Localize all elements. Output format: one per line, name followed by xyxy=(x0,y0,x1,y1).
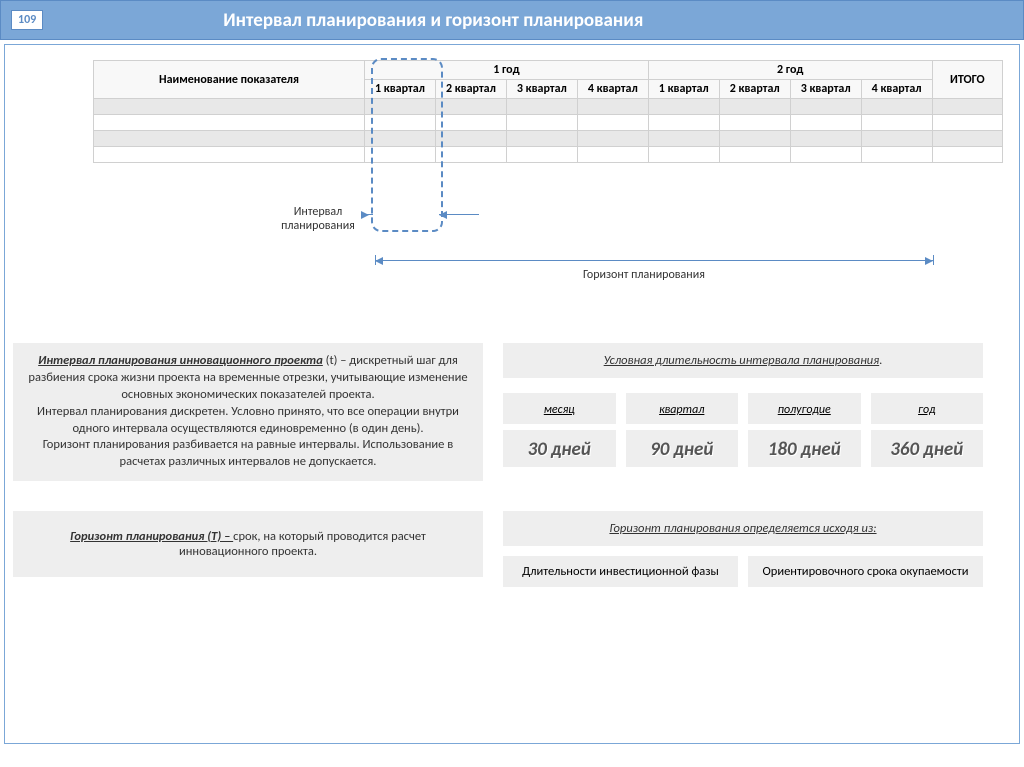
interval-annotation-label: Интервал планирования xyxy=(273,205,363,234)
factor-1: Длительности инвестиционной фазы xyxy=(503,556,738,587)
horizon-tick-right xyxy=(933,255,934,265)
duration-title: Условная длительность интервала планиров… xyxy=(604,353,880,368)
col-year1: 1 год xyxy=(364,61,648,80)
horizon-factors-title-box: Горизонт планирования определяется исход… xyxy=(503,511,983,546)
info-row-1: Интервал планирования инновационного про… xyxy=(13,343,1011,481)
col-y2q2: 2 квартал xyxy=(719,80,790,99)
slide-content: Наименование показателя 1 год 2 год ИТОГ… xyxy=(4,44,1020,744)
interval-arrow-left-head xyxy=(361,211,369,219)
duration-col: Условная длительность интервала планиров… xyxy=(503,343,983,481)
interval-definition-box: Интервал планирования инновационного про… xyxy=(13,343,483,481)
dur-label-3: год xyxy=(871,393,984,424)
info-row-2: Горизонт планирования (T) – срок, на кот… xyxy=(13,511,1011,587)
col-name: Наименование показателя xyxy=(94,61,365,99)
col-y1q1: 1 квартал xyxy=(364,80,435,99)
interval-def-text2: Интервал планирования дискретен. Условно… xyxy=(37,404,459,436)
slide-title: Интервал планирования и горизонт планиро… xyxy=(223,9,643,32)
interval-definition-col: Интервал планирования инновационного про… xyxy=(13,343,483,481)
dur-val-1: 90 дней xyxy=(626,430,739,467)
slide-header: 109 Интервал планирования и горизонт пла… xyxy=(0,0,1024,40)
dur-val-0: 30 дней xyxy=(503,430,616,467)
planning-table-wrap: Наименование показателя 1 год 2 год ИТОГ… xyxy=(93,60,1003,163)
dur-label-0: месяц xyxy=(503,393,616,424)
horizon-arrow-head-r xyxy=(925,257,933,265)
col-y2q4: 4 квартал xyxy=(861,80,932,99)
duration-title-box: Условная длительность интервала планиров… xyxy=(503,343,983,378)
factor-2: Ориентировочного срока окупаемости xyxy=(748,556,983,587)
dur-val-3: 360 дней xyxy=(871,430,984,467)
interval-arrow-right-head xyxy=(439,211,447,219)
horizon-definition-box: Горизонт планирования (T) – срок, на кот… xyxy=(13,511,483,577)
col-itogo: ИТОГО xyxy=(932,61,1002,99)
horizon-factors-row: Длительности инвестиционной фазы Ориенти… xyxy=(503,556,983,587)
page-number: 109 xyxy=(11,10,43,30)
horizon-arrow-head-l xyxy=(375,257,383,265)
col-y2q1: 1 квартал xyxy=(648,80,719,99)
col-y1q4: 4 квартал xyxy=(577,80,648,99)
interval-def-bold: Интервал планирования инновационного про… xyxy=(38,353,323,368)
col-y1q3: 3 квартал xyxy=(506,80,577,99)
dur-val-2: 180 дней xyxy=(748,430,861,467)
horizon-factors-col: Горизонт планирования определяется исход… xyxy=(503,511,983,587)
dur-label-2: полугодие xyxy=(748,393,861,424)
col-y2q3: 3 квартал xyxy=(790,80,861,99)
dur-label-1: квартал xyxy=(626,393,739,424)
col-year2: 2 год xyxy=(648,61,932,80)
interval-def-text3: Горизонт планирования разбивается на рав… xyxy=(43,437,453,469)
horizon-annotation-label: Горизонт планирования xyxy=(583,268,705,282)
duration-labels-row: месяц квартал полугодие год xyxy=(503,393,983,424)
duration-values-row: 30 дней 90 дней 180 дней 360 дней xyxy=(503,430,983,467)
horizon-def-bold: Горизонт планирования (T) – xyxy=(70,529,233,544)
planning-table: Наименование показателя 1 год 2 год ИТОГ… xyxy=(93,60,1003,163)
horizon-factors-title: Горизонт планирования определяется исход… xyxy=(609,521,876,536)
horizon-arrow-line xyxy=(375,260,933,261)
horizon-definition-col: Горизонт планирования (T) – срок, на кот… xyxy=(13,511,483,587)
col-y1q2: 2 квартал xyxy=(435,80,506,99)
